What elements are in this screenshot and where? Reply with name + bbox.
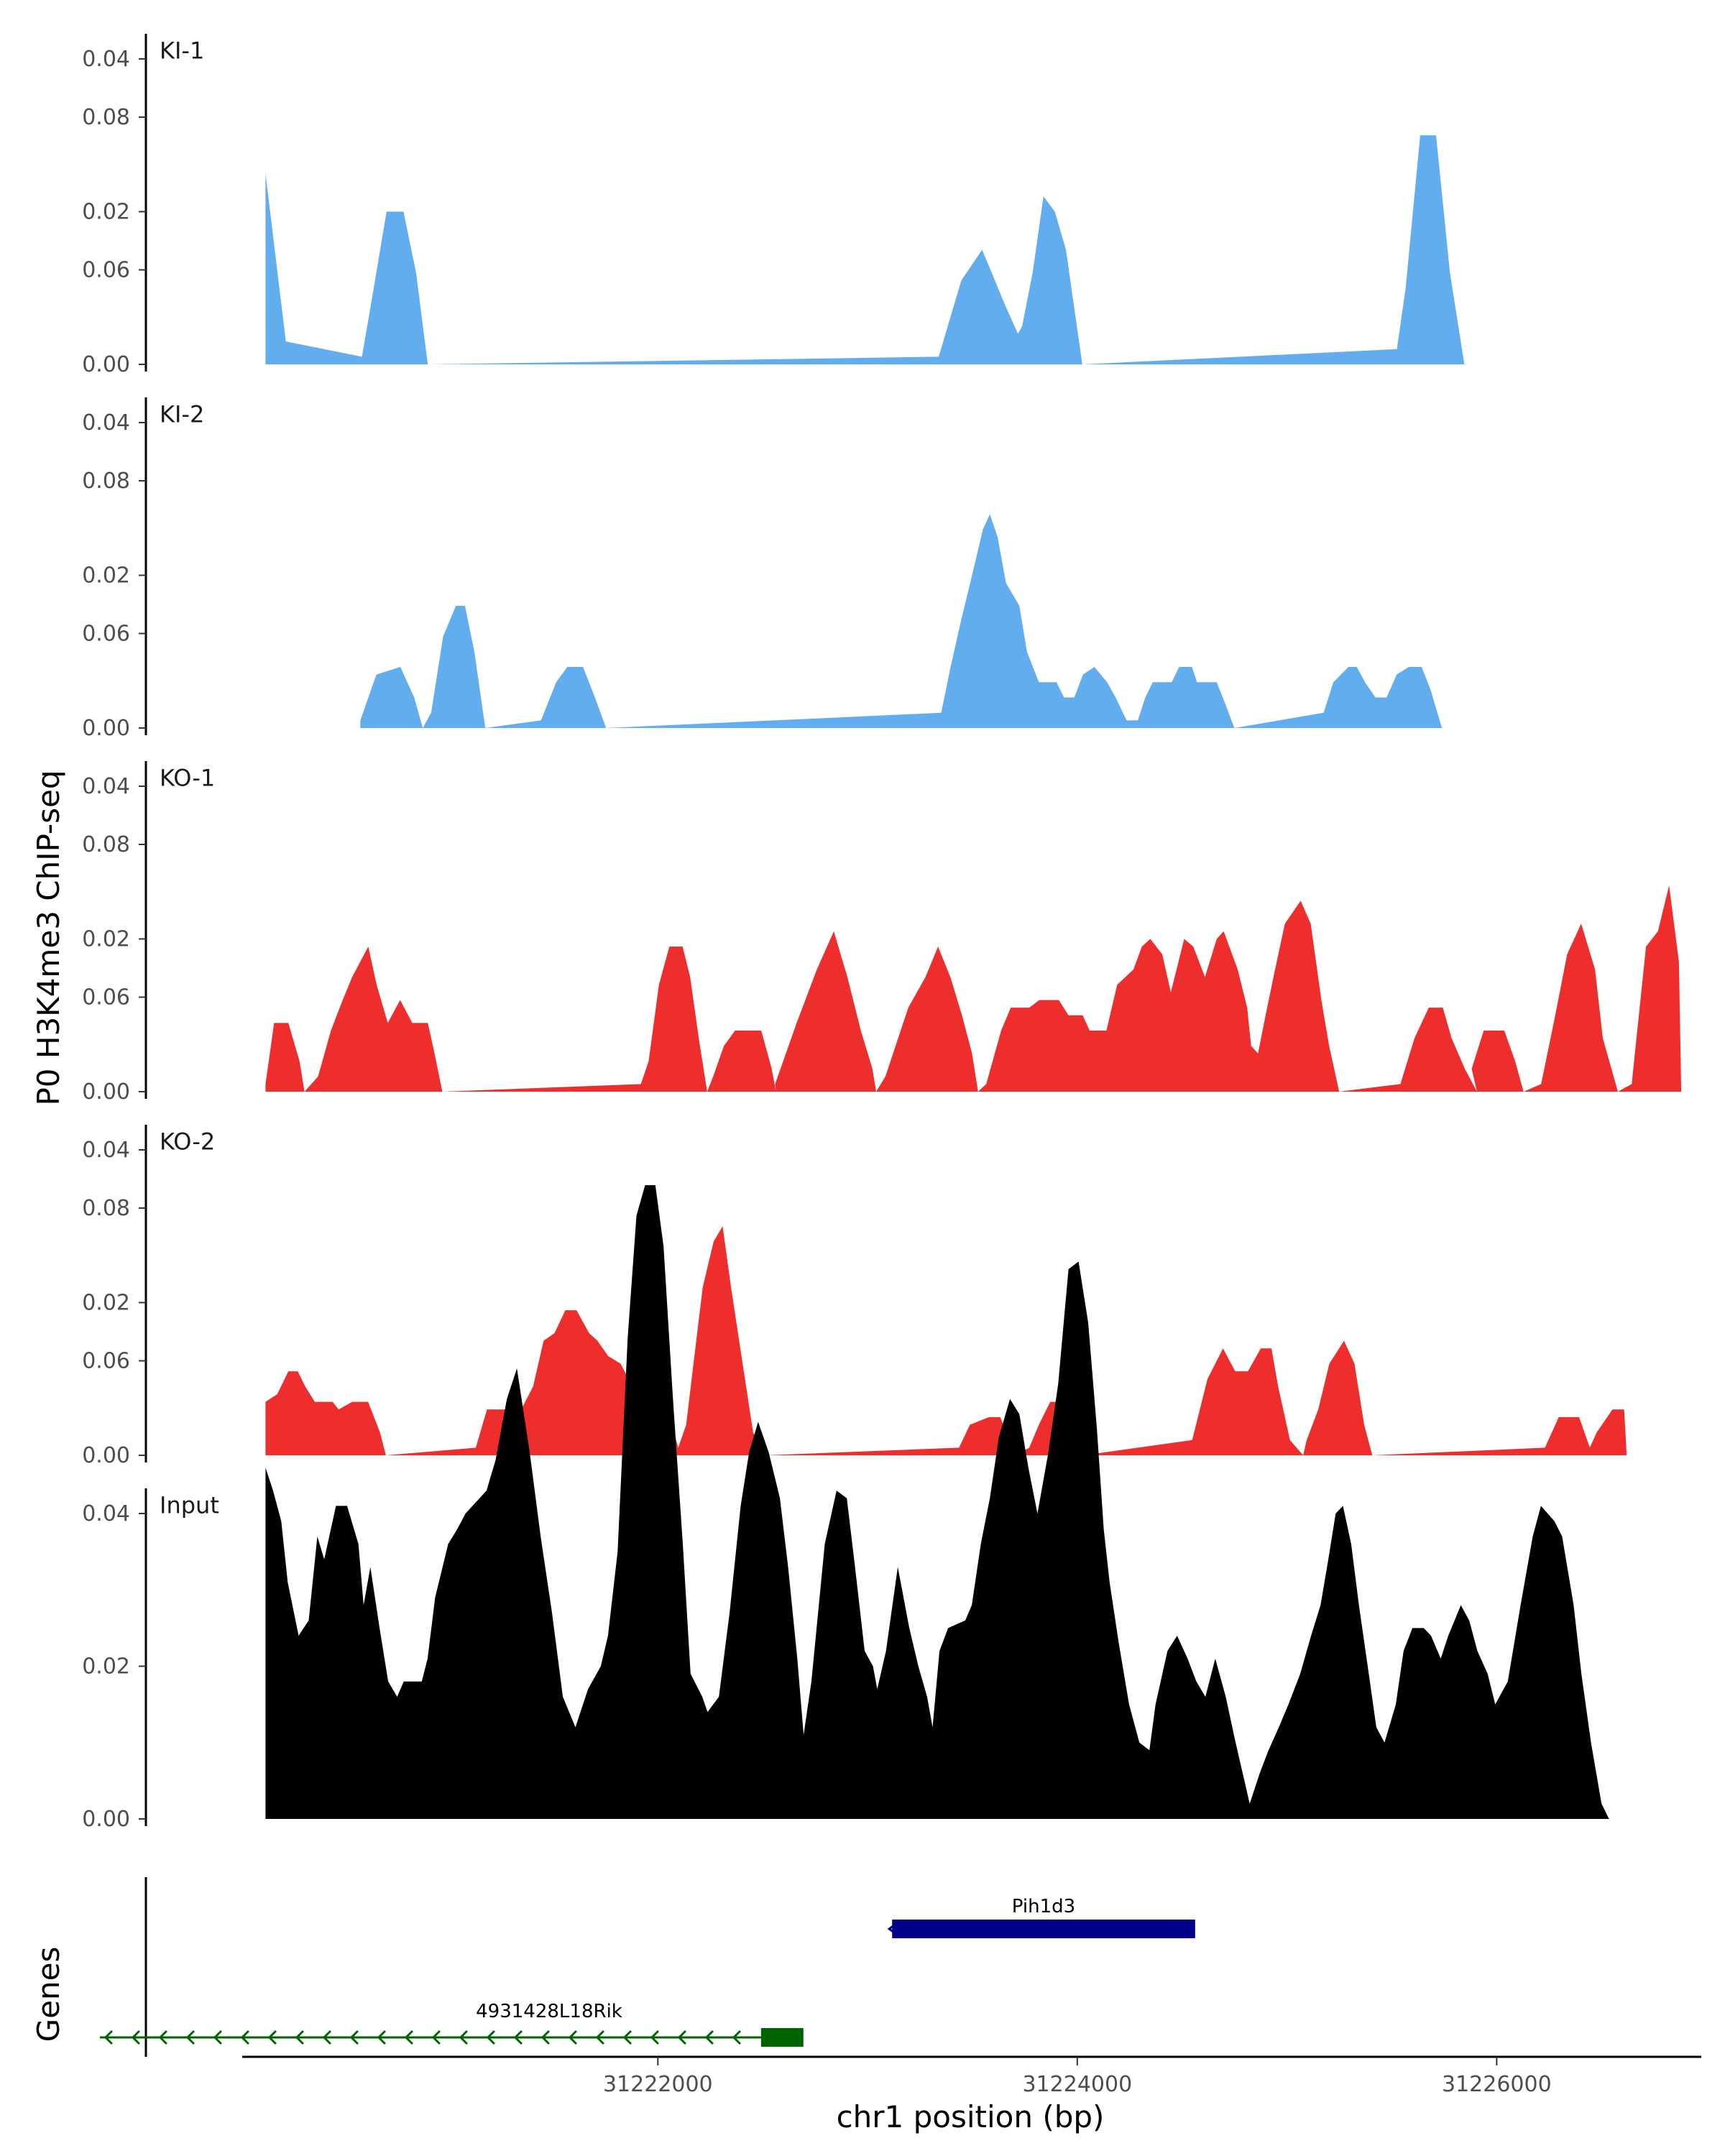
strand-arrow [240,2030,249,2045]
gene-exon [892,1920,1195,1938]
strand-arrow [295,2030,304,2045]
track-label: KI-2 [160,400,204,428]
strand-arrow [185,2030,195,2045]
x-tick-label: 31226000 [1442,2072,1552,2097]
strand-arrow [213,2030,222,2045]
y-tick-label: 0.06 [82,258,130,283]
y-tick-label: 0.08 [82,1196,130,1221]
y-tick-label: 0.08 [82,832,130,857]
strand-arrow [595,2030,604,2045]
y-tick-label: 0.04 [82,774,130,799]
track-label: KI-1 [160,37,204,64]
y-tick-label: 0.00 [82,1079,130,1105]
gene-exon [760,2028,804,2047]
track-label: KO-1 [160,764,215,791]
gene-label: 4931428L18Rik [476,2001,622,2022]
strand-arrow [486,2030,495,2045]
y-axis-title: P0 H3K4me3 ChIP-seq [31,770,66,1105]
strand-arrow [622,2030,632,2045]
genes-axis-title: Genes [31,1947,66,2042]
y-tick-label: 0.06 [82,622,130,647]
strand-arrow [540,2030,550,2045]
y-tick-label: 0.08 [82,469,130,494]
x-tick-label: 31222000 [603,2072,713,2097]
signal-area-ki-2 [360,514,1443,728]
track-ko-1: 0.00 0.02 0.04 0.06 0.08 KO-1 [82,469,1682,1105]
strand-arrow [568,2030,577,2045]
y-tick-label: 0.00 [82,1443,130,1468]
strand-arrow [377,2030,386,2045]
y-tick-label: 0.00 [82,352,130,377]
y-tick-label: 0.00 [82,716,130,741]
gene-4931428l18rik: 4931428L18Rik [99,2001,804,2047]
y-tick-label: 0.06 [82,985,130,1010]
strand-arrow [404,2030,413,2045]
y-tick-label: 0.04 [82,47,130,72]
y-tick-label: 0.00 [82,1807,130,1832]
x-tick-label: 31224000 [1022,2072,1132,2097]
y-tick-label: 0.04 [82,1138,130,1163]
y-tick-label: 0.02 [82,1291,130,1316]
y-tick-label: 0.04 [82,410,130,436]
track-label: KO-2 [160,1128,215,1155]
strand-arrow [704,2030,714,2045]
gene-pih1d3: Pih1d3 [887,1896,1195,1938]
track-input: 0.00 0.02 0.04 0.06 0.08 Input [82,1185,1609,1832]
y-tick-label: 0.04 [82,1501,130,1526]
signal-tracks: 0.00 0.02 0.04 0.06 0.08 KI-1 0.00 0.02 0.04 0.06… [82,34,1682,1832]
y-tick-label: 0.06 [82,1349,130,1374]
strand-arrow [887,1921,899,1937]
y-tick-label: 0.02 [82,200,130,225]
signal-area-ko-2 [265,1226,1627,1455]
strand-arrow [267,2030,277,2045]
strand-arrow [732,2030,741,2045]
strand-arrow [104,2030,113,2045]
strand-arrow [158,2030,167,2045]
gene-label: Pih1d3 [1012,1896,1075,1917]
strand-arrow [349,2030,359,2045]
strand-arrow [513,2030,523,2045]
track-ki-2: 0.00 0.02 0.04 0.06 0.08 KI-2 [82,105,1443,741]
strand-arrow [322,2030,331,2045]
x-axis-title: chr1 position (bp) [837,2099,1105,2134]
strand-arrow [650,2030,659,2045]
gene-panel: 31222000 31224000 31226000 Pih1d3 4931428L18… [99,1877,1701,2097]
signal-area-ki-1 [265,135,1465,365]
y-tick-label: 0.02 [82,563,130,589]
track-label: Input [160,1491,219,1519]
signal-area-input [265,1185,1609,1819]
strand-arrow [677,2030,686,2045]
strand-arrow [431,2030,441,2045]
strand-arrow [459,2030,468,2045]
y-tick-label: 0.02 [82,927,130,952]
y-tick-label: 0.08 [82,105,130,130]
y-tick-label: 0.02 [82,1654,130,1680]
strand-arrow [131,2030,140,2045]
signal-area-ko-1 [265,885,1682,1092]
track-ko-2: 0.00 0.02 0.04 0.06 0.08 KO-2 [82,832,1627,1468]
track-ki-1: 0.00 0.02 0.04 0.06 0.08 KI-1 [82,34,1465,377]
